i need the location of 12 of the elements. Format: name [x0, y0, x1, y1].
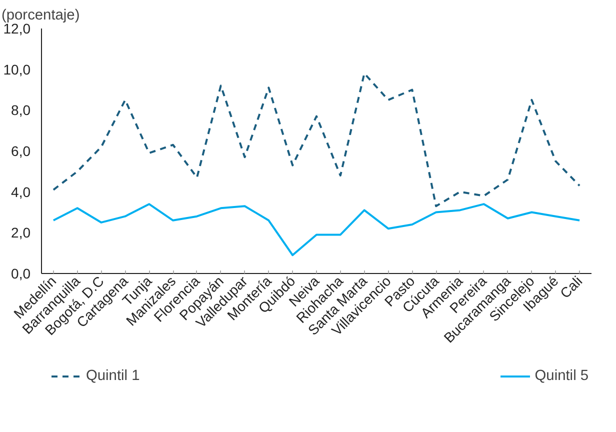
x-tick-label: Cali: [556, 272, 586, 302]
y-tick-label: 4,0: [11, 184, 31, 200]
y-tick-label: 8,0: [11, 102, 31, 118]
y-tick-label: 6,0: [11, 143, 31, 159]
legend-label: Quintil 1: [86, 368, 140, 384]
y-axis-title: (porcentaje): [2, 8, 80, 24]
legend-label: Quintil 5: [534, 368, 589, 384]
y-tick-label: 2,0: [11, 224, 31, 241]
line-series: [52, 203, 581, 256]
y-tick-label: 0,0: [11, 266, 31, 282]
y-tick-label: 10,0: [3, 61, 31, 78]
line-series: [52, 72, 581, 208]
